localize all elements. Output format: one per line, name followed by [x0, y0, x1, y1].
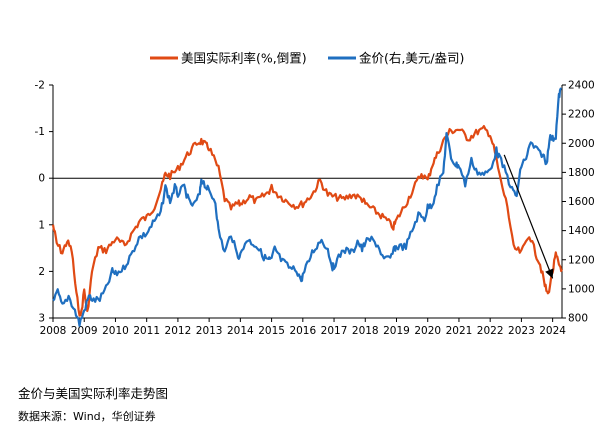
- x-tick-label: 2014: [227, 325, 254, 337]
- trend-arrow-line: [503, 154, 554, 279]
- legend-label: 美国实际利率(%,倒置): [181, 51, 307, 66]
- y-right-tick-label: 1000: [568, 283, 595, 295]
- y-right-tick-label: 1800: [568, 167, 595, 179]
- y-left-tick-label: 1: [38, 219, 45, 231]
- x-tick-label: 2022: [477, 325, 504, 337]
- series-line-real-rate: [51, 125, 564, 317]
- trend-arrow-head: [545, 268, 554, 279]
- y-right-tick-label: 800: [568, 313, 588, 325]
- y-right-tick-label: 1600: [568, 196, 595, 208]
- x-tick-label: 2010: [102, 325, 129, 337]
- x-tick-label: 2019: [383, 325, 410, 337]
- x-tick-label: 2021: [446, 325, 473, 337]
- y-left-tick-label: 3: [38, 313, 45, 325]
- x-tick-label: 2018: [352, 325, 379, 337]
- x-tick-label: 2015: [258, 325, 285, 337]
- x-tick-label: 2011: [133, 325, 160, 337]
- y-right-tick-label: 2200: [568, 109, 595, 121]
- legend-label: 金价(右,美元/盎司): [359, 51, 464, 66]
- x-tick-label: 2012: [165, 325, 192, 337]
- y-right-tick-label: 2000: [568, 138, 595, 150]
- x-tick-label: 2008: [40, 325, 67, 337]
- x-tick-label: 2020: [414, 325, 441, 337]
- series-line-gold-price: [52, 87, 563, 327]
- y-left-tick-label: -1: [35, 126, 45, 138]
- x-tick-label: 2009: [71, 325, 98, 337]
- chart-caption-source: 数据来源：Wind，华创证券: [18, 410, 156, 423]
- y-right-tick-label: 1200: [568, 254, 595, 266]
- y-left-tick-label: 2: [38, 266, 45, 278]
- x-tick-label: 2017: [321, 325, 348, 337]
- y-right-tick-label: 2400: [568, 80, 595, 92]
- y-left-tick-label: -2: [35, 80, 45, 92]
- y-left-tick-label: 0: [38, 173, 45, 185]
- x-tick-label: 2023: [508, 325, 535, 337]
- x-tick-label: 2013: [196, 325, 223, 337]
- x-tick-label: 2024: [539, 325, 566, 337]
- chart-caption-title: 金价与美国实际利率走势图: [18, 386, 169, 401]
- x-tick-label: 2016: [289, 325, 316, 337]
- y-right-tick-label: 1400: [568, 225, 595, 237]
